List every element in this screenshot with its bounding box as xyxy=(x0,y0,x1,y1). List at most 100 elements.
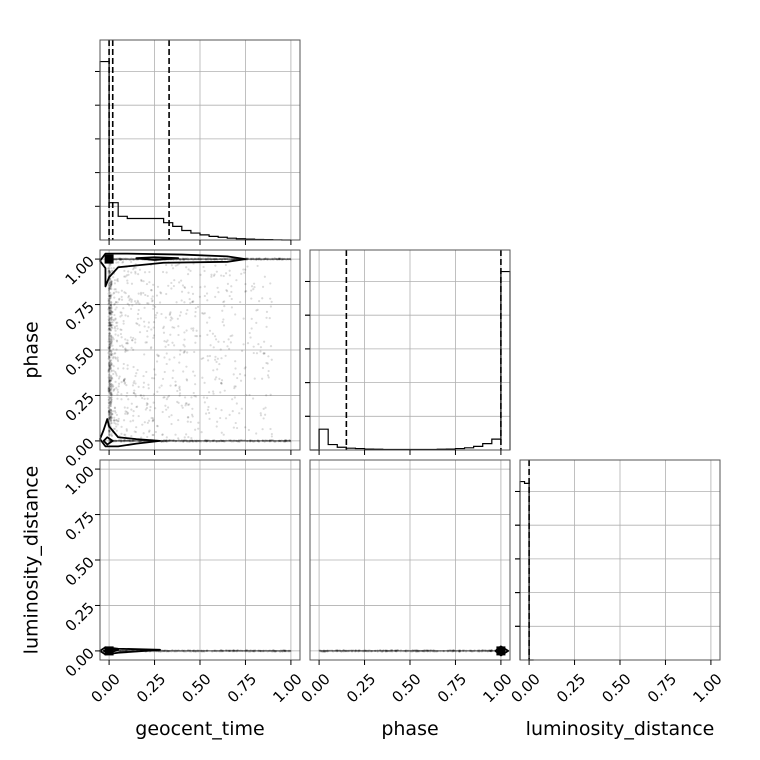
scatter-point xyxy=(161,377,165,381)
scatter-point xyxy=(108,337,111,340)
scatter-point xyxy=(220,431,223,434)
scatter-point xyxy=(108,289,111,292)
scatter-point xyxy=(136,322,139,326)
scatter-point xyxy=(219,391,222,394)
scatter-point xyxy=(108,346,111,349)
scatter-point xyxy=(206,299,209,302)
density-contour xyxy=(102,436,114,446)
scatter-point xyxy=(215,270,218,273)
scatter-point xyxy=(109,334,112,337)
scatter-point xyxy=(270,435,273,438)
scatter-point xyxy=(112,389,115,392)
scatter-point xyxy=(108,410,111,413)
scatter-point xyxy=(108,269,111,272)
scatter-point xyxy=(131,339,134,342)
scatter-point xyxy=(214,378,217,381)
scatter-point xyxy=(108,297,112,300)
scatter-point xyxy=(162,325,166,328)
scatter-point xyxy=(108,432,111,436)
scatter-point xyxy=(108,433,111,437)
scatter-point xyxy=(107,287,111,290)
scatter-point xyxy=(126,367,129,370)
scatter-point xyxy=(109,343,112,346)
scatter-point xyxy=(110,342,113,345)
scatter-point xyxy=(155,294,159,297)
scatter-point xyxy=(146,435,149,439)
scatter-point xyxy=(108,347,111,350)
scatter-point xyxy=(147,387,150,390)
scatter-point xyxy=(108,334,111,337)
scatter-point xyxy=(124,381,127,384)
scatter-point xyxy=(136,317,140,320)
scatter-point xyxy=(179,279,183,282)
scatter-point xyxy=(122,367,125,370)
scatter-point xyxy=(110,301,113,304)
scatter-point xyxy=(108,263,112,266)
scatter-point xyxy=(122,379,126,382)
scatter-point xyxy=(120,344,124,347)
scatter-point xyxy=(109,343,112,346)
scatter-point xyxy=(108,356,111,359)
scatter-point xyxy=(218,362,221,366)
scatter-point xyxy=(110,283,113,286)
scatter-point xyxy=(108,346,111,349)
scatter-point xyxy=(109,281,112,284)
scatter-point xyxy=(265,316,268,319)
scatter-point xyxy=(108,319,111,322)
scatter-point xyxy=(183,349,186,353)
scatter-point xyxy=(267,376,270,379)
scatter-point xyxy=(110,324,113,327)
scatter-point xyxy=(139,317,142,320)
scatter-point xyxy=(107,429,110,433)
scatter-point xyxy=(113,325,117,328)
scatter-point xyxy=(224,354,227,357)
scatter-point xyxy=(228,413,231,417)
scatter-point xyxy=(109,419,113,423)
scatter-point xyxy=(109,404,112,407)
scatter-point xyxy=(116,367,120,370)
scatter-point xyxy=(133,300,137,303)
scatter-point xyxy=(119,311,122,314)
x-tick-label: 0.50 xyxy=(388,670,424,706)
scatter-point xyxy=(110,284,113,287)
scatter-point xyxy=(110,376,114,379)
scatter-point xyxy=(108,310,111,313)
scatter-point xyxy=(107,269,111,272)
scatter-point xyxy=(108,302,111,305)
scatter-point xyxy=(110,376,113,379)
scatter-point xyxy=(150,377,154,380)
scatter-point xyxy=(145,404,148,407)
scatter-point xyxy=(192,329,195,332)
scatter-point xyxy=(109,312,112,316)
x-tick-label: 0.75 xyxy=(434,670,470,706)
scatter-point xyxy=(270,432,273,436)
scatter-point xyxy=(116,356,119,359)
scatter-point xyxy=(212,390,215,393)
scatter-point xyxy=(107,267,110,270)
scatter-point xyxy=(110,434,114,437)
scatter-point xyxy=(230,290,233,294)
scatter-point xyxy=(108,418,111,421)
scatter-point xyxy=(110,369,113,372)
scatter-point xyxy=(145,370,148,374)
scatter-point xyxy=(113,319,116,322)
scatter-point xyxy=(109,324,112,327)
panel-geocent_time-vs-phase xyxy=(99,249,301,451)
scatter-point xyxy=(242,268,245,271)
scatter-point xyxy=(126,315,130,318)
y-tick-label: 1.00 xyxy=(62,462,98,498)
scatter-point xyxy=(118,298,121,301)
scatter-point xyxy=(125,342,128,345)
scatter-point xyxy=(109,420,112,423)
scatter-point xyxy=(178,353,182,356)
scatter-point xyxy=(108,334,111,337)
scatter-point xyxy=(185,378,188,381)
scatter-point xyxy=(138,302,141,305)
scatter-point xyxy=(108,269,111,273)
scatter-point xyxy=(189,301,192,305)
scatter-point xyxy=(107,288,111,292)
scatter-point xyxy=(110,400,113,403)
scatter-point xyxy=(178,361,181,364)
scatter-point xyxy=(227,347,231,350)
scatter-point xyxy=(108,272,111,276)
